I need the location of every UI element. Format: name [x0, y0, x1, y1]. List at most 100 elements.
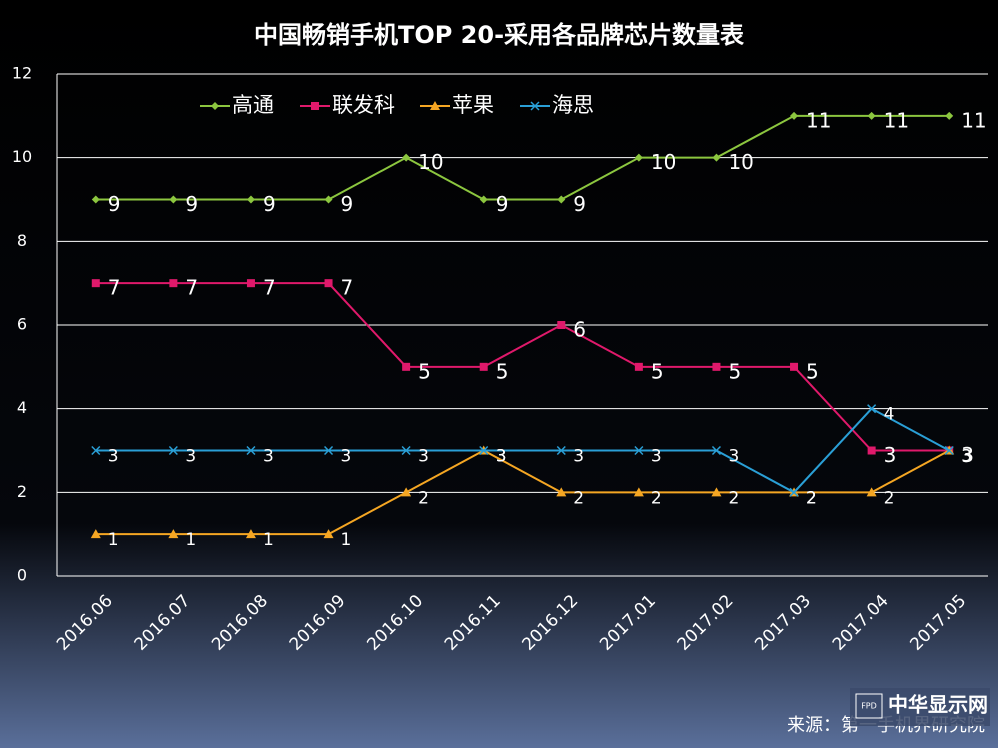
marker	[169, 279, 178, 288]
data-label: 3	[108, 447, 119, 467]
series-line	[95, 407, 950, 494]
marker	[711, 445, 721, 456]
y-tick-label: 10	[12, 147, 32, 166]
marker	[712, 362, 721, 371]
data-label: 3	[961, 443, 974, 467]
data-label: 7	[263, 276, 276, 300]
data-label: 3	[341, 447, 352, 467]
marker	[867, 404, 877, 414]
marker	[557, 321, 566, 329]
marker	[479, 195, 488, 204]
data-label: 3	[728, 447, 739, 467]
data-label: 3	[961, 447, 972, 467]
y-tick-label: 6	[17, 315, 27, 334]
marker	[479, 362, 488, 371]
data-label: 5	[728, 359, 741, 383]
legend-label: 联发科	[332, 93, 395, 117]
marker	[90, 529, 101, 539]
marker	[557, 195, 566, 204]
watermark-badge: FPD	[861, 702, 877, 711]
data-label: 10	[651, 150, 676, 174]
marker	[91, 445, 101, 456]
marker	[246, 445, 256, 456]
data-label: 10	[728, 150, 753, 174]
y-tick-label: 12	[12, 64, 32, 83]
marker	[634, 362, 643, 371]
data-label: 2	[651, 488, 662, 508]
marker	[402, 153, 411, 162]
data-label: 5	[496, 359, 509, 383]
data-label: 11	[806, 108, 831, 132]
data-label: 3	[496, 447, 507, 467]
data-label: 5	[806, 359, 819, 383]
data-label: 9	[108, 192, 121, 216]
data-label: 2	[728, 488, 739, 508]
data-label: 6	[573, 318, 586, 342]
marker	[324, 445, 334, 456]
data-label: 11	[961, 108, 986, 132]
marker	[556, 487, 567, 497]
marker	[866, 487, 877, 497]
marker	[479, 445, 489, 456]
watermark-icon	[855, 693, 883, 719]
data-label: 9	[341, 192, 354, 216]
data-label: 1	[108, 530, 119, 550]
marker	[712, 153, 721, 162]
marker	[401, 487, 412, 497]
marker	[402, 362, 411, 371]
data-label: 7	[341, 276, 354, 300]
data-label: 2	[806, 488, 817, 508]
data-label: 1	[185, 530, 196, 550]
marker	[246, 195, 255, 204]
data-label: 3	[884, 443, 897, 467]
data-label: 2	[806, 488, 817, 508]
data-label: 9	[496, 192, 509, 216]
marker	[790, 111, 799, 120]
series-line	[95, 449, 950, 536]
legend-label: 海思	[552, 93, 594, 117]
data-label: 1	[341, 530, 352, 550]
data-label: 2	[884, 488, 895, 508]
marker	[168, 445, 178, 456]
data-label: 3	[418, 447, 429, 467]
data-label: 3	[496, 447, 507, 467]
data-label: 9	[263, 192, 276, 216]
data-label: 5	[651, 359, 664, 383]
marker	[556, 445, 566, 456]
chart-title: 中国畅销手机TOP 20-采用各品牌芯片数量表	[254, 21, 745, 49]
marker	[324, 195, 333, 204]
marker	[711, 487, 722, 497]
y-tick-label: 2	[17, 482, 27, 501]
marker	[634, 445, 644, 456]
marker	[867, 111, 876, 120]
data-label: 3	[573, 447, 584, 467]
marker	[945, 111, 954, 120]
marker	[790, 362, 799, 371]
data-label: 7	[185, 276, 198, 300]
legend-label: 高通	[232, 93, 274, 117]
marker	[634, 153, 643, 162]
legend-label: 苹果	[452, 93, 494, 117]
data-label: 10	[418, 150, 443, 174]
legend-marker	[430, 101, 440, 110]
y-tick-label: 8	[17, 231, 27, 250]
marker	[324, 279, 333, 288]
data-label: 9	[185, 192, 198, 216]
data-label: 11	[884, 108, 909, 132]
data-label: 7	[108, 276, 121, 300]
marker	[168, 529, 179, 539]
data-label: 3	[263, 447, 274, 467]
marker	[323, 529, 334, 539]
marker	[401, 445, 411, 456]
watermark: 中华显示网	[888, 693, 988, 717]
marker	[91, 279, 100, 288]
series-line	[95, 114, 950, 201]
marker	[91, 195, 100, 204]
marker	[867, 446, 876, 455]
y-tick-label: 0	[17, 566, 27, 585]
data-label: 9	[573, 192, 586, 216]
marker	[789, 487, 799, 497]
legend-marker	[211, 102, 219, 110]
